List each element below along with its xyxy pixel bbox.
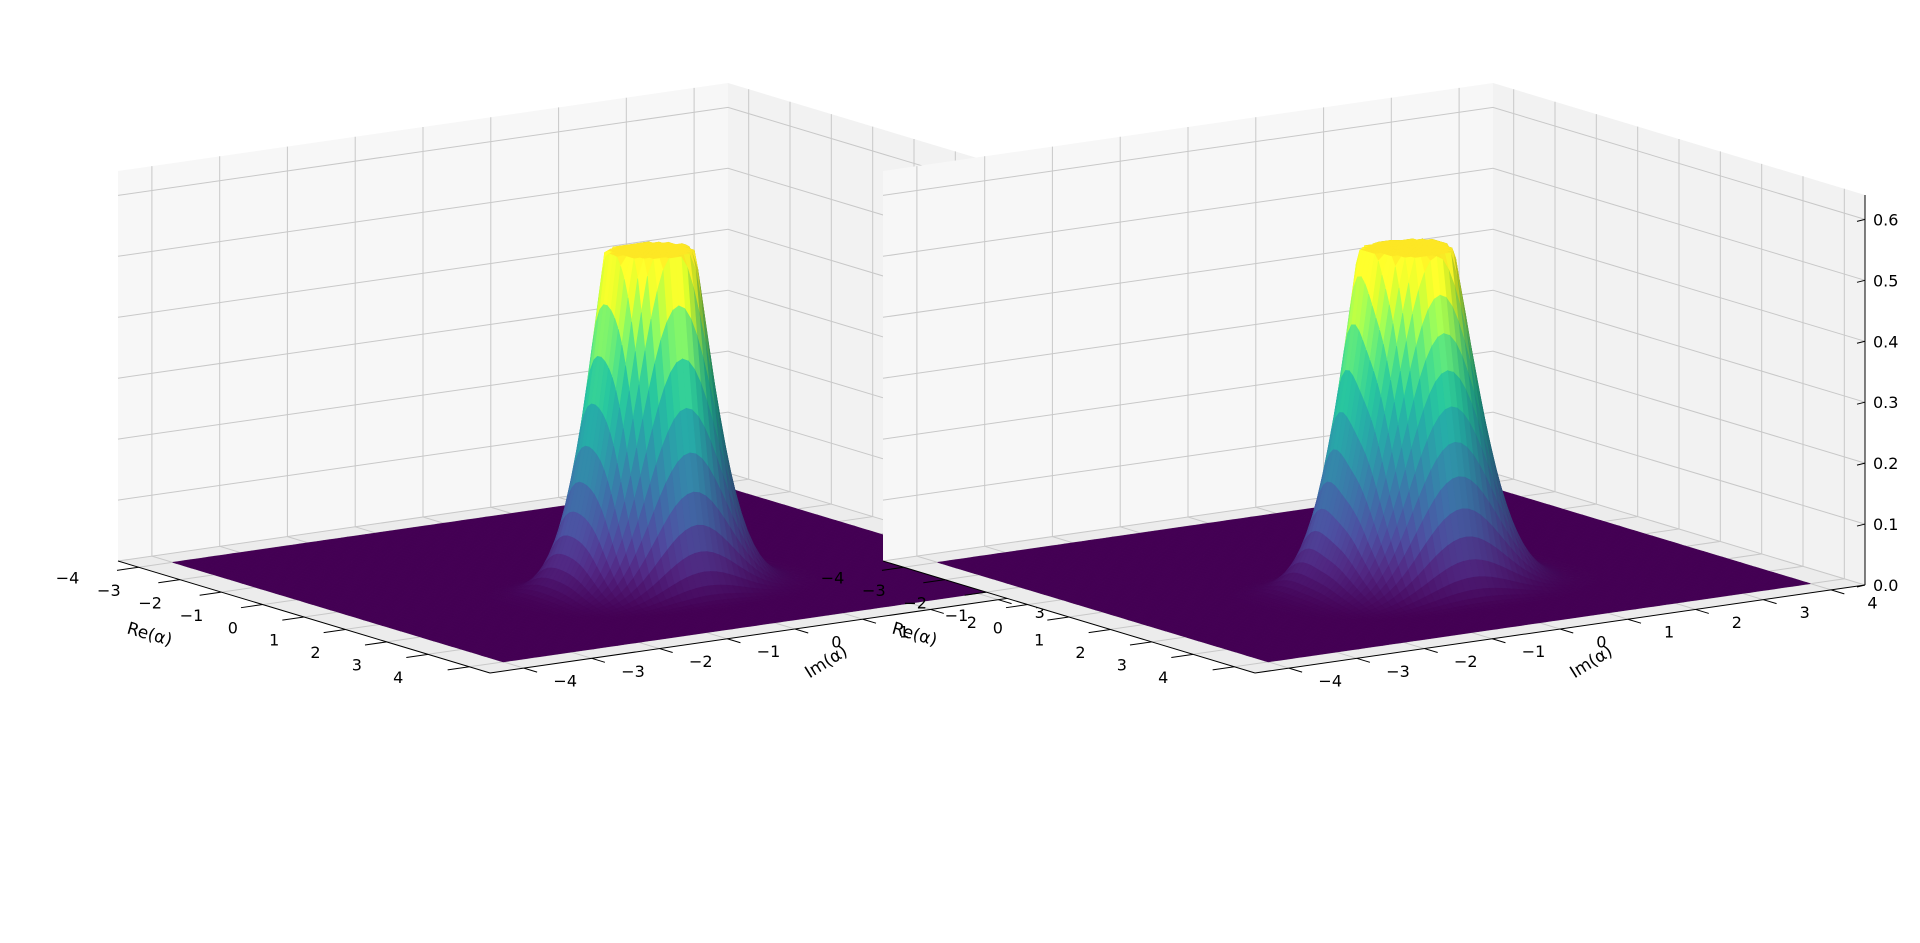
figure: −4−3−2−101234Re(α)−4−3−2−101234Im(α)0.00… [0,0,1920,943]
